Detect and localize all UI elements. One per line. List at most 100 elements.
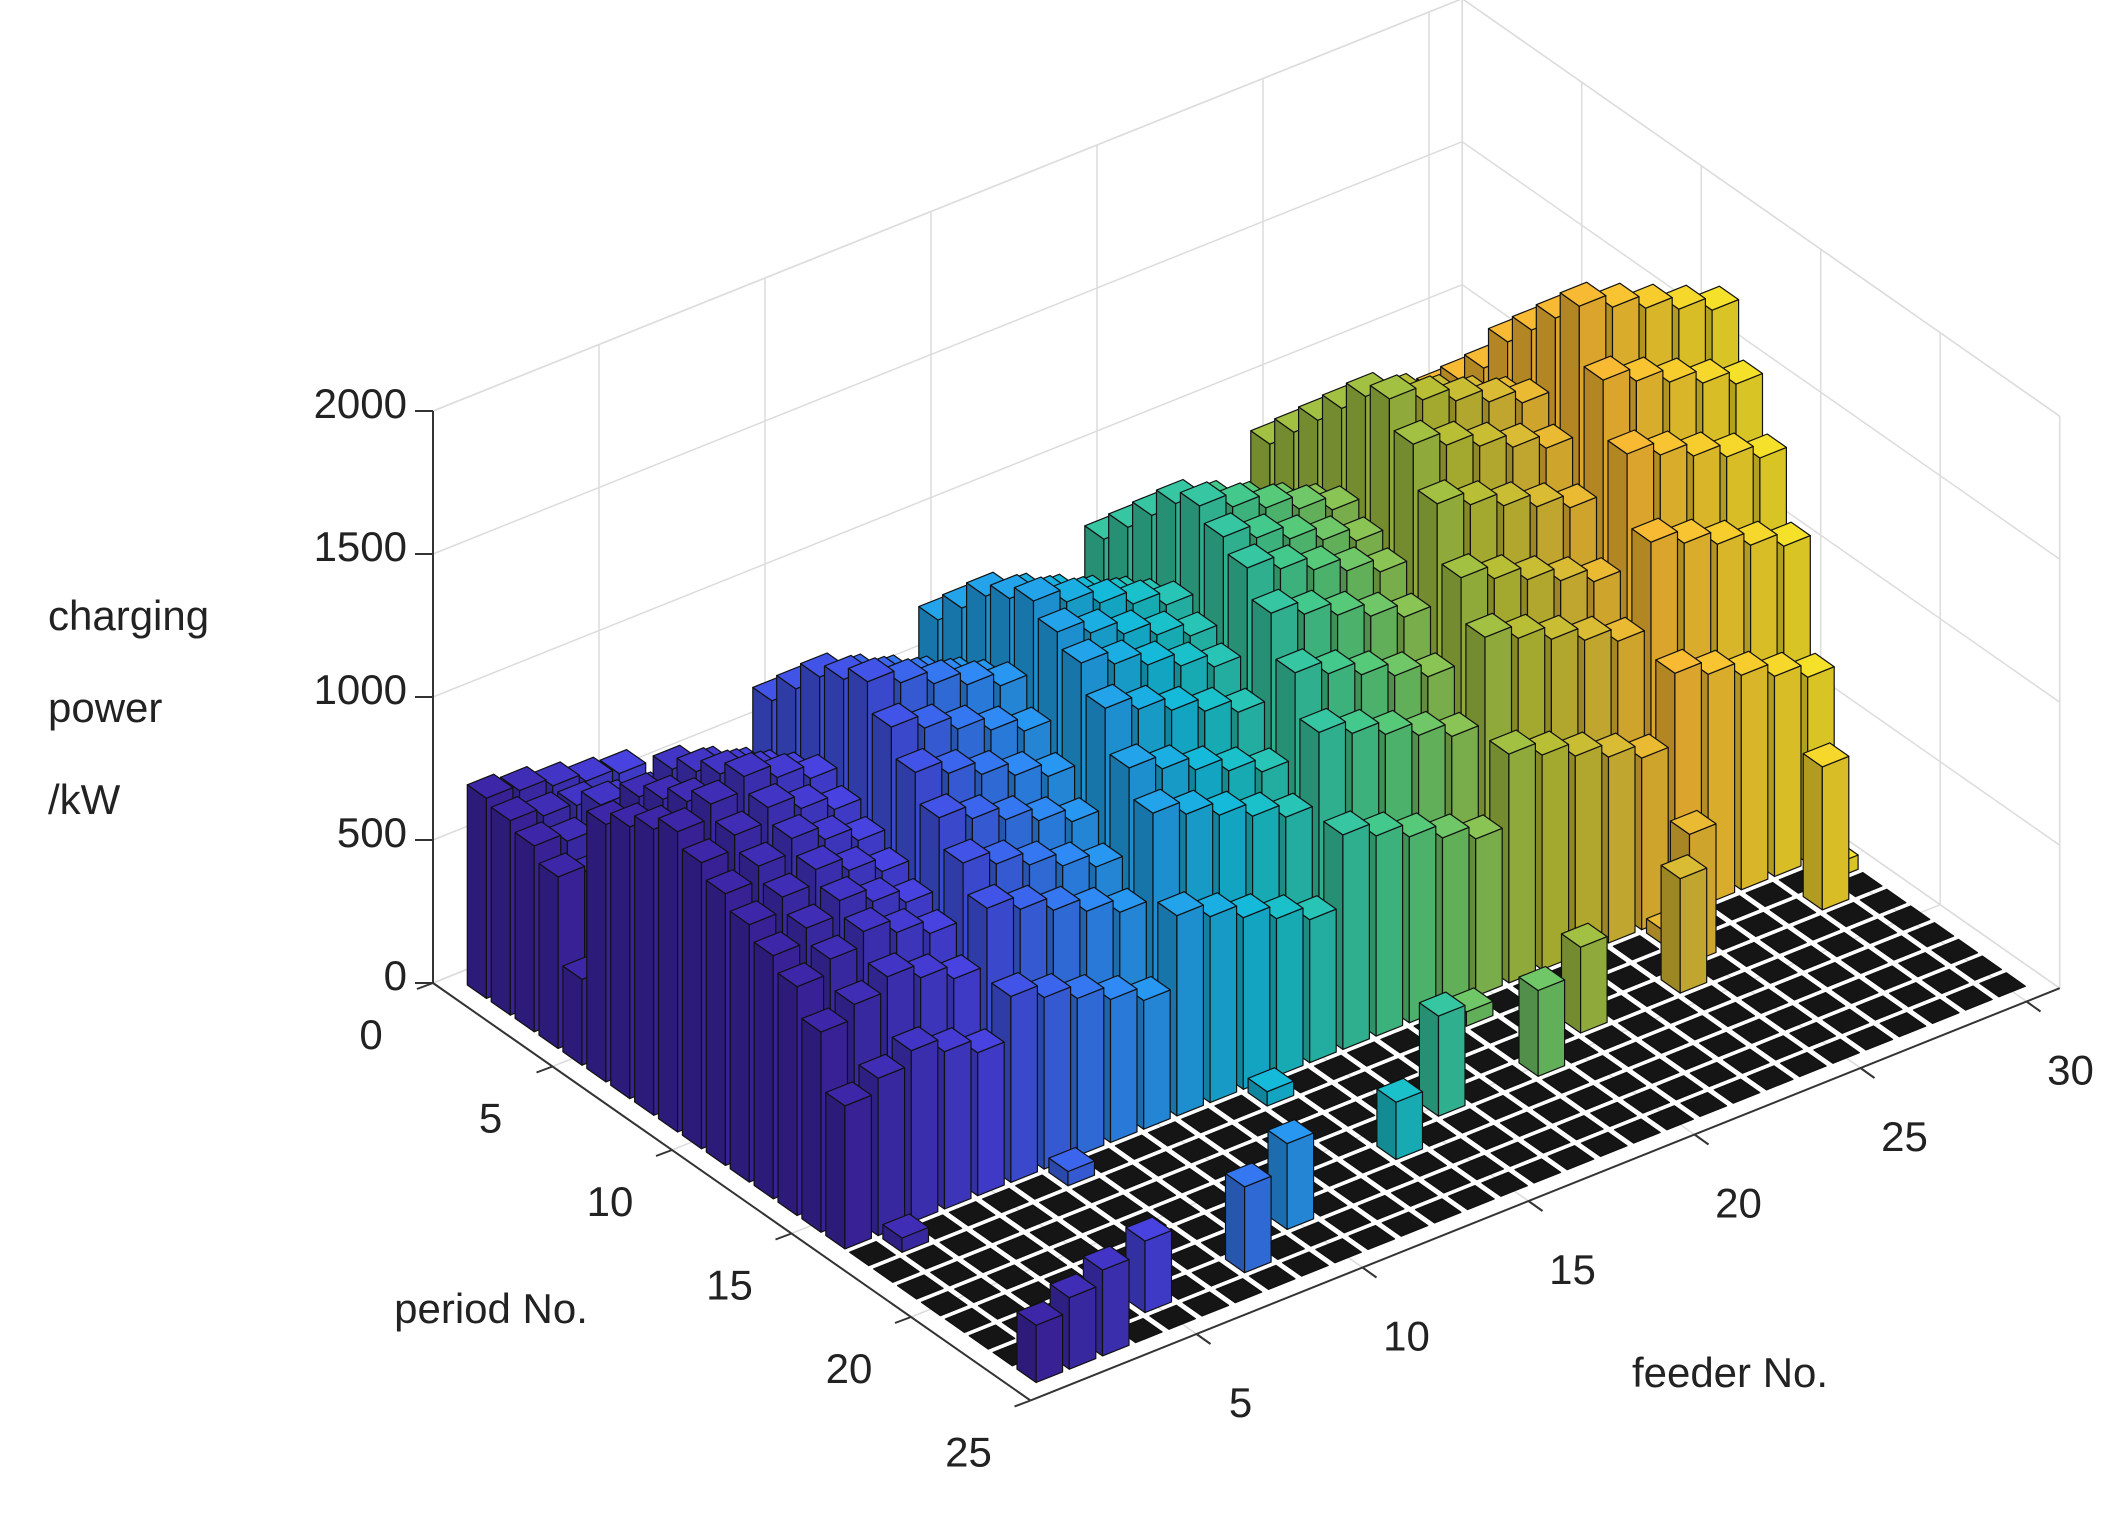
bar-top	[1204, 1124, 1252, 1150]
bar-top	[1191, 1261, 1239, 1287]
bar-top	[1357, 1194, 1405, 1221]
bar	[1556, 1115, 1604, 1141]
bar-top	[1129, 1181, 1177, 1207]
bar-top	[1481, 1171, 1529, 1197]
bar-top	[1475, 1094, 1523, 1121]
bar-top	[1874, 935, 1922, 961]
bar	[1319, 1131, 1367, 1157]
bar	[1656, 1075, 1704, 1101]
bar-front	[1342, 823, 1371, 1051]
bar-top	[1736, 911, 1784, 938]
bar-top	[1945, 985, 1993, 1011]
bar	[1324, 1208, 1372, 1234]
bar-front	[1579, 935, 1608, 1034]
bar	[1518, 965, 1566, 1077]
bar	[1793, 915, 1841, 941]
bar-top	[738, 841, 786, 867]
bar-front	[1068, 1286, 1097, 1370]
bar-front	[844, 1094, 873, 1250]
bar-top	[1651, 998, 1699, 1024]
x-tick-label: 5	[1229, 1379, 1252, 1426]
bar	[930, 1261, 977, 1287]
bar-front	[1408, 825, 1437, 1024]
bar-front	[910, 1039, 939, 1223]
bar	[1736, 911, 1784, 938]
bar	[1424, 1168, 1471, 1194]
bar-top	[1789, 1021, 1837, 1048]
bar	[1147, 1121, 1195, 1147]
bar	[825, 1081, 873, 1250]
bar	[1271, 1098, 1319, 1124]
bar-top	[1109, 743, 1157, 769]
bar-top	[1381, 1211, 1429, 1237]
bar-top	[1655, 648, 1703, 674]
bar	[1457, 1154, 1505, 1181]
bar-top	[1741, 988, 1789, 1014]
bar-top	[1898, 952, 1946, 978]
tick-mark	[416, 982, 434, 990]
bar	[1177, 1214, 1224, 1240]
bar-top	[1347, 1041, 1394, 1067]
bar	[1291, 1221, 1339, 1247]
bar	[944, 1307, 992, 1334]
bar	[1945, 985, 1993, 1011]
bar	[1627, 981, 1675, 1008]
bar-top	[1826, 901, 1874, 928]
bar	[972, 1217, 1020, 1244]
bar	[906, 1244, 954, 1270]
bar-top	[1442, 1108, 1490, 1134]
bar	[1822, 1008, 1870, 1034]
bar-top	[867, 952, 915, 978]
bar-side	[514, 831, 535, 1033]
bar-top	[1912, 998, 1960, 1025]
bar-top	[1580, 1131, 1628, 1158]
bar-top	[1680, 1091, 1728, 1118]
bar-top	[1612, 935, 1660, 961]
y-axis-label: period No.	[394, 1285, 588, 1332]
bar	[1603, 965, 1651, 991]
bar-side	[1518, 976, 1539, 1077]
bar-top	[1082, 1245, 1130, 1271]
bar	[1181, 1107, 1228, 1134]
bar	[849, 1240, 896, 1267]
bar	[1580, 1131, 1628, 1158]
bar	[1760, 928, 1807, 954]
x-tick-label: 15	[1549, 1246, 1596, 1293]
bar-top	[1793, 915, 1841, 941]
bar-top	[1756, 1035, 1803, 1061]
bar-top	[1717, 971, 1765, 998]
bar	[1931, 938, 1979, 965]
bar-top	[834, 979, 882, 1006]
bar	[1333, 1178, 1381, 1204]
bar	[1955, 955, 2003, 981]
bar	[1149, 1304, 1197, 1330]
bar-top	[795, 844, 843, 871]
bar-top	[1722, 1048, 1770, 1074]
bar-side	[777, 972, 798, 1217]
bar-top	[1556, 1115, 1604, 1141]
bar	[1048, 1146, 1096, 1187]
bar-top	[1016, 1300, 1064, 1326]
bar-side	[490, 806, 511, 1016]
bar-top	[1623, 1088, 1671, 1114]
bar-front	[1035, 1314, 1064, 1384]
bar-top	[1765, 1005, 1813, 1031]
bar-top	[1037, 607, 1085, 633]
bar	[1499, 1111, 1547, 1137]
bar	[1708, 1001, 1756, 1028]
bar	[1191, 1261, 1239, 1287]
bar	[1414, 1198, 1462, 1224]
bar-top	[1490, 1141, 1538, 1167]
bar	[1566, 1085, 1614, 1111]
z-tick-label: 500	[337, 809, 407, 856]
bar-top	[1979, 972, 2027, 998]
bar	[1418, 991, 1466, 1117]
bar-top	[1085, 683, 1133, 709]
tick-mark	[1014, 1399, 1031, 1408]
bar	[882, 1213, 930, 1253]
bar-side	[705, 879, 727, 1167]
bar	[1874, 935, 1922, 961]
bar-top	[1955, 955, 2003, 981]
bar-top	[753, 931, 801, 957]
